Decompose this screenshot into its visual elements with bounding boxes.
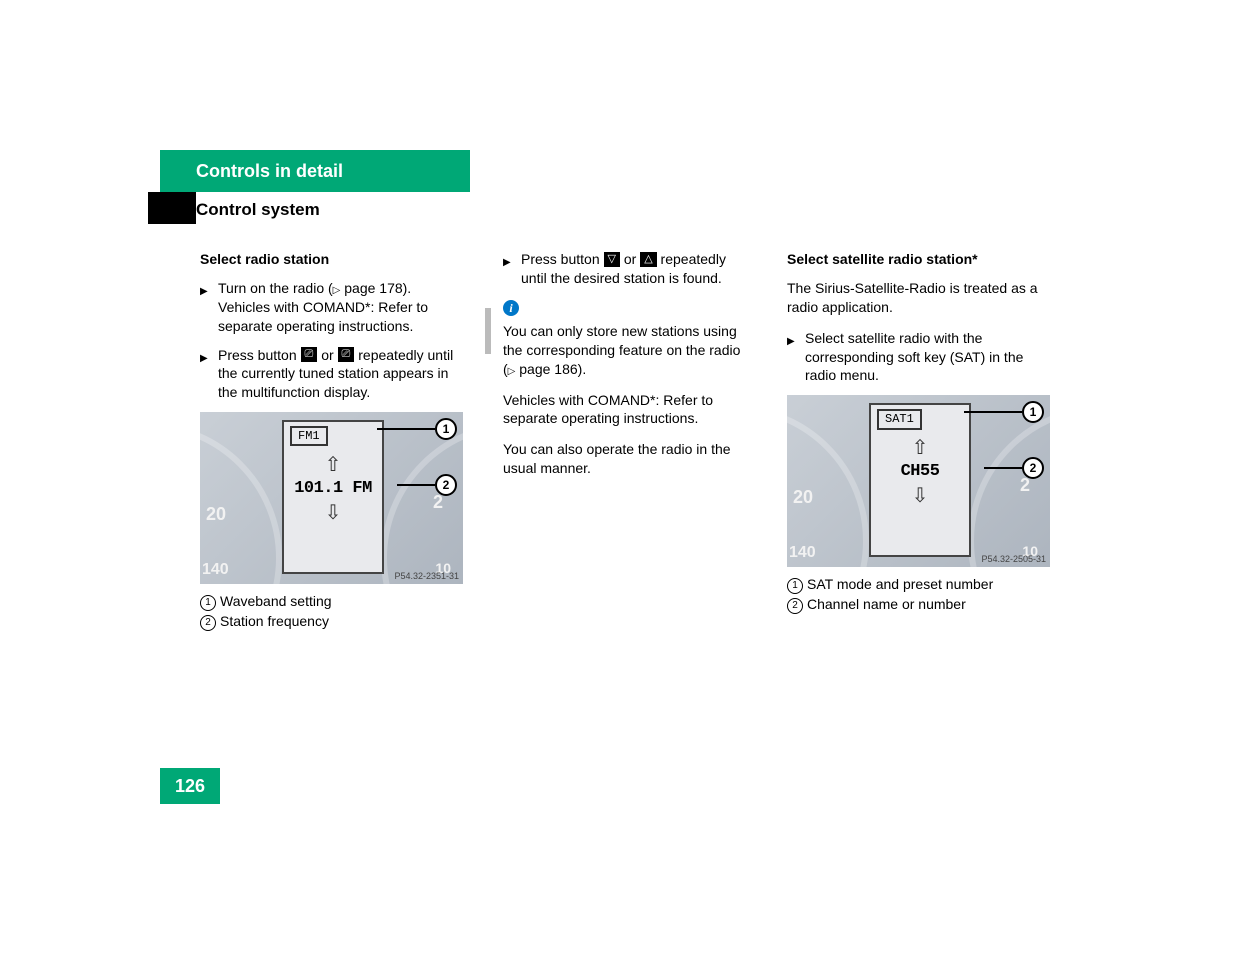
callout-1: 1 bbox=[377, 418, 457, 440]
content-columns: Select radio station Turn on the radio (… bbox=[200, 250, 1050, 632]
col1-step1-text-a: Turn on the radio ( bbox=[218, 280, 333, 296]
col1-step2-text-b: or bbox=[317, 347, 337, 363]
legend-num-2: 2 bbox=[787, 598, 803, 614]
section-tab: Controls in detail bbox=[160, 150, 470, 192]
triangle-bullet-icon bbox=[503, 250, 521, 288]
callout-2: 2 bbox=[397, 474, 457, 496]
info-icon: i bbox=[503, 300, 519, 316]
figure-ref-number: P54.32-2505-31 bbox=[981, 553, 1046, 565]
legend-num-1: 1 bbox=[200, 595, 216, 611]
sat-display-figure: 20 140 2 10 SAT1 ⇧ CH55 ⇩ 1 2 P54.32-250… bbox=[787, 395, 1050, 567]
col3-step1-text: Select satellite radio with the correspo… bbox=[805, 329, 1050, 386]
col2-info3: You can also operate the radio in the us… bbox=[503, 440, 747, 478]
gauge-num-140: 140 bbox=[789, 542, 816, 564]
col1-step-2: Press button ⎚ or ⎚ repeatedly until the… bbox=[200, 346, 463, 403]
col1-step-1: Turn on the radio ( page 178). Vehicles … bbox=[200, 279, 463, 336]
up-arrow-icon: ⇧ bbox=[325, 452, 342, 479]
prev-display-button-icon: ⎚ bbox=[301, 347, 318, 362]
legend-num-1: 1 bbox=[787, 578, 803, 594]
column-2: Press button ▽ or △ repeatedly until the… bbox=[503, 250, 747, 632]
subheading: Control system bbox=[196, 200, 320, 220]
callout-1: 1 bbox=[964, 401, 1044, 423]
waveband-label: FM1 bbox=[290, 426, 328, 446]
multifunction-screen: SAT1 ⇧ CH55 ⇩ bbox=[869, 403, 971, 557]
up-button-icon: △ bbox=[640, 252, 656, 267]
legend2-text: Channel name or number bbox=[807, 596, 966, 612]
triangle-bullet-icon bbox=[200, 346, 218, 403]
callout-2-num: 2 bbox=[1022, 457, 1044, 479]
down-arrow-icon: ⇩ bbox=[912, 483, 929, 510]
callout-1-num: 1 bbox=[1022, 401, 1044, 423]
callout-2: 2 bbox=[984, 457, 1044, 479]
col2-step-1: Press button ▽ or △ repeatedly until the… bbox=[503, 250, 747, 288]
up-arrow-icon: ⇧ bbox=[912, 435, 929, 462]
legend1-text: SAT mode and preset number bbox=[807, 576, 993, 592]
col3-para1: The Sirius-Satellite-Radio is treated as… bbox=[787, 279, 1050, 317]
gauge-num-20: 20 bbox=[206, 502, 226, 526]
callout-1-num: 1 bbox=[435, 418, 457, 440]
down-arrow-icon: ⇩ bbox=[325, 500, 342, 527]
col2-step1-text-a: Press button bbox=[521, 251, 604, 267]
multifunction-screen: FM1 ⇧ 101.1 FM ⇩ bbox=[282, 420, 384, 574]
col2-step1-text-b: or bbox=[620, 251, 640, 267]
radio-display-figure: 20 140 2 10 FM1 ⇧ 101.1 FM ⇩ 1 2 P54.32-… bbox=[200, 412, 463, 584]
col1-step2-text-a: Press button bbox=[218, 347, 301, 363]
column-1: Select radio station Turn on the radio (… bbox=[200, 250, 463, 632]
column-3: Select satellite radio station* The Siri… bbox=[787, 250, 1050, 632]
triangle-bullet-icon bbox=[787, 329, 805, 386]
legend2-text: Station frequency bbox=[220, 613, 329, 629]
callout-2-num: 2 bbox=[435, 474, 457, 496]
page-number: 126 bbox=[160, 768, 220, 804]
figure1-legend: 1Waveband setting 2Station frequency bbox=[200, 592, 463, 632]
col2-info2: Vehicles with COMAND*: Refer to separate… bbox=[503, 391, 747, 429]
gauge-num-20: 20 bbox=[793, 485, 813, 509]
figure-ref-number: P54.32-2351-31 bbox=[394, 570, 459, 582]
legend-num-2: 2 bbox=[200, 615, 216, 631]
channel-name: CH55 bbox=[871, 461, 969, 484]
black-margin-box bbox=[148, 192, 196, 224]
col2-info1-b: page 186). bbox=[515, 361, 586, 377]
next-display-button-icon: ⎚ bbox=[338, 347, 355, 362]
figure2-legend: 1SAT mode and preset number 2Channel nam… bbox=[787, 575, 1050, 615]
sat-label: SAT1 bbox=[877, 409, 922, 429]
col3-heading: Select satellite radio station* bbox=[787, 250, 1050, 269]
legend1-text: Waveband setting bbox=[220, 593, 332, 609]
col3-step-1: Select satellite radio with the correspo… bbox=[787, 329, 1050, 386]
station-frequency: 101.1 FM bbox=[284, 478, 382, 501]
gauge-num-140: 140 bbox=[202, 559, 229, 581]
down-button-icon: ▽ bbox=[604, 252, 620, 267]
col1-heading: Select radio station bbox=[200, 250, 463, 269]
triangle-bullet-icon bbox=[200, 279, 218, 336]
